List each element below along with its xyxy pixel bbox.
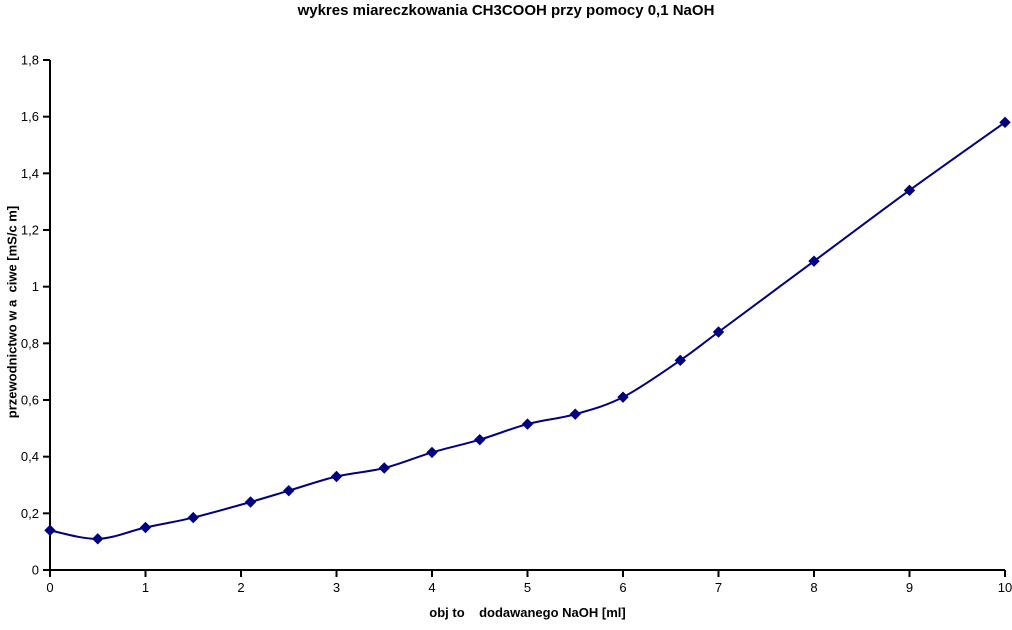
axis-lines [49,60,1005,571]
data-point [617,391,629,403]
x-tick-label: 4 [428,580,435,595]
y-tick-label: 1,6 [21,109,39,124]
data-point [474,433,486,446]
y-tick-label: 1,2 [21,223,39,238]
y-axis-ticks: 0 0,2 0,4 0,6 0,8 1 1,2 1,4 1,6 1,8 [21,53,50,578]
data-point [139,521,152,534]
y-tick-label: 1,8 [21,53,39,68]
x-tick-label: 7 [715,580,722,595]
data-point [426,446,438,459]
data-point [283,484,295,497]
y-tick-label: 1,4 [21,166,39,181]
data-point [187,511,199,524]
y-tick-label: 0,4 [21,449,39,464]
data-point [712,326,725,338]
x-tick-label: 9 [906,580,913,595]
data-point [808,255,820,267]
y-tick-label: 1 [32,279,39,294]
data-point [999,116,1011,129]
data-point [330,470,343,483]
data-point [92,533,104,545]
data-point [378,462,390,474]
chart-title: wykres miareczkowania CH3COOH przy pomoc… [297,2,715,19]
y-tick-label: 0 [32,563,39,578]
x-tick-label: 5 [524,580,531,595]
series-line [49,121,1006,540]
data-point [903,184,916,197]
data-point [569,408,581,420]
x-tick-label: 0 [46,580,53,595]
y-tick-label: 0,8 [21,336,39,351]
y-tick-label: 0,6 [21,393,39,408]
x-tick-label: 8 [810,580,817,595]
data-point [244,496,257,508]
x-axis-title: obj to dodawanego NaOH [ml] [429,605,626,620]
y-tick-label: 0,2 [21,506,39,521]
x-axis-ticks: 0 1 2 3 4 5 6 7 8 9 10 [46,570,1012,595]
data-point [521,418,534,430]
x-tick-label: 1 [142,580,149,595]
data-point [44,524,56,537]
x-tick-label: 6 [619,580,626,595]
x-tick-label: 2 [237,580,244,595]
x-tick-label: 3 [333,580,340,595]
x-tick-label: 10 [998,580,1012,595]
series-markers [44,116,1011,545]
axes [49,60,1005,571]
data-point [674,354,687,367]
